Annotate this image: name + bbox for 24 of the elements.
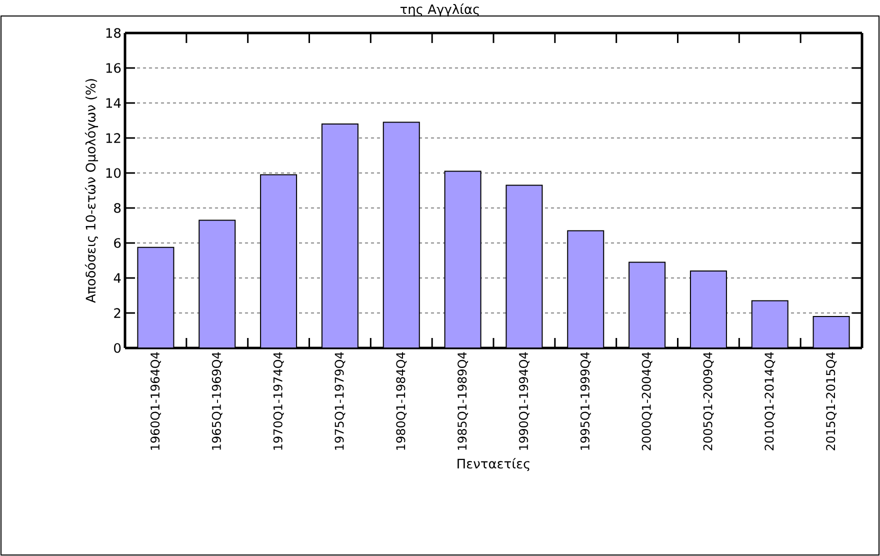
y-tick-label: 8 [114,203,121,213]
y-tick-label: 14 [106,98,121,108]
y-tick-label: 2 [114,308,120,318]
y-tick-label: 16 [106,63,121,73]
x-tick-label: 2015Q1-2015Q4 [826,352,837,450]
x-tick-label: 1975Q1-1979Q4 [334,352,346,450]
x-tick-label: 1970Q1-1974Q4 [273,352,284,450]
y-tick-label: 0 [114,343,121,353]
x-tick-label: 1980Q1-1984Q4 [396,352,407,450]
x-tick-label: 1965Q1-1969Q4 [212,352,222,450]
y-tick-label: 6 [114,238,121,248]
x-tick-label: 1990Q1-1994Q4 [518,352,530,450]
y-tick-label: 12 [106,133,120,143]
x-tick-label: 2000Q1-2004Q4 [642,352,652,450]
x-axis-title: Πενταετίες [458,458,530,472]
x-tick-label: 1960Q1-1964Q4 [150,352,161,450]
x-tick-label: 2005Q1-2009Q4 [703,352,714,450]
y-tick-label: 10 [106,168,121,178]
x-tick-label: 1985Q1-1989Q4 [458,352,468,450]
x-tick-label: 1995Q1-1999Q4 [580,352,591,450]
y-tick-label: 4 [114,273,121,283]
x-tick-label: 2010Q1-2014Q4 [764,352,776,450]
y-axis-title: Αποδόσεις 10-ετών Ομολόγων (%) [84,79,98,303]
y-tick-label: 18 [106,28,121,38]
